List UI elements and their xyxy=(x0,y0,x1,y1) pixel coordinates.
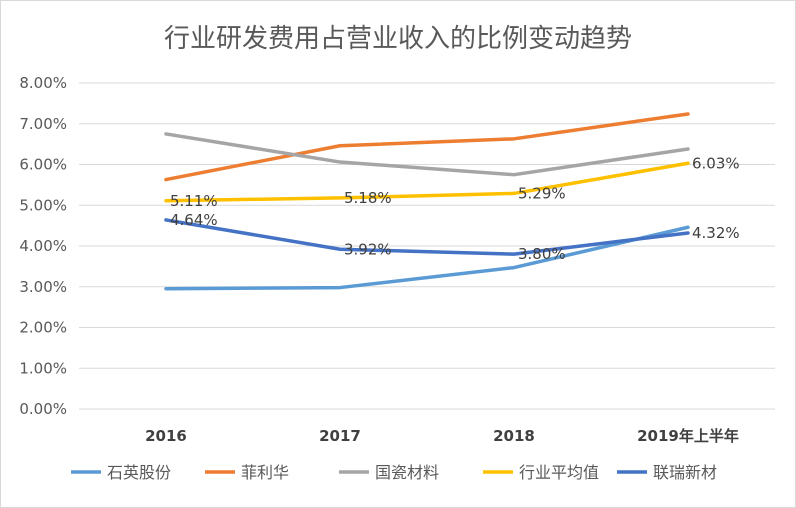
y-tick-label: 7.00% xyxy=(19,115,67,133)
grid-layer xyxy=(79,82,775,410)
y-tick-label: 6.00% xyxy=(19,156,67,174)
data-label: 4.64% xyxy=(170,211,218,229)
data-label: 5.11% xyxy=(170,192,218,210)
series-line-4 xyxy=(164,161,690,203)
y-tick-label: 1.00% xyxy=(19,359,67,377)
series-layer xyxy=(164,112,690,291)
x-tick-label: 2018 xyxy=(493,427,535,445)
legend-label: 石英股份 xyxy=(107,463,171,482)
x-tick-label: 2016 xyxy=(145,427,187,445)
y-tick-label: 0.00% xyxy=(19,400,67,418)
legend-label: 联瑞新材 xyxy=(653,463,717,482)
data-labels: 5.11% 5.18% 5.29% 6.03% 4.64% 3.92% 3.80% 4.32% xyxy=(170,154,740,263)
y-tick-label: 5.00% xyxy=(19,196,67,214)
y-tick-label: 3.00% xyxy=(19,278,67,296)
chart-title: 行业研发费用占营业收入的比例变动趋势 xyxy=(164,24,632,54)
data-label: 5.29% xyxy=(518,184,566,202)
legend-label: 行业平均值 xyxy=(519,463,599,482)
series-line-2 xyxy=(164,112,690,182)
x-axis-ticks: 2016 2017 2018 2019年上半年 xyxy=(145,427,739,445)
y-tick-label: 2.00% xyxy=(19,319,67,337)
legend: 石英股份 菲利华 国瓷材料 行业平均值 联瑞新材 xyxy=(71,463,717,482)
data-label: 3.80% xyxy=(518,245,566,263)
data-label: 4.32% xyxy=(692,224,740,242)
x-tick-label: 2019年上半年 xyxy=(637,427,739,445)
x-tick-label: 2017 xyxy=(319,427,361,445)
data-label: 3.92% xyxy=(344,240,392,258)
legend-label: 菲利华 xyxy=(241,463,289,482)
y-axis-ticks: 0.00% 1.00% 2.00% 3.00% 4.00% 5.00% 6.00% 7.00%… xyxy=(19,74,67,418)
series-line-5 xyxy=(164,218,690,256)
series-line-1 xyxy=(164,225,690,291)
data-label: 6.03% xyxy=(692,154,740,172)
data-label: 5.18% xyxy=(344,189,392,207)
series-line-3 xyxy=(164,132,690,177)
y-tick-label: 8.00% xyxy=(19,74,67,92)
y-tick-label: 4.00% xyxy=(19,237,67,255)
legend-label: 国瓷材料 xyxy=(375,463,439,482)
